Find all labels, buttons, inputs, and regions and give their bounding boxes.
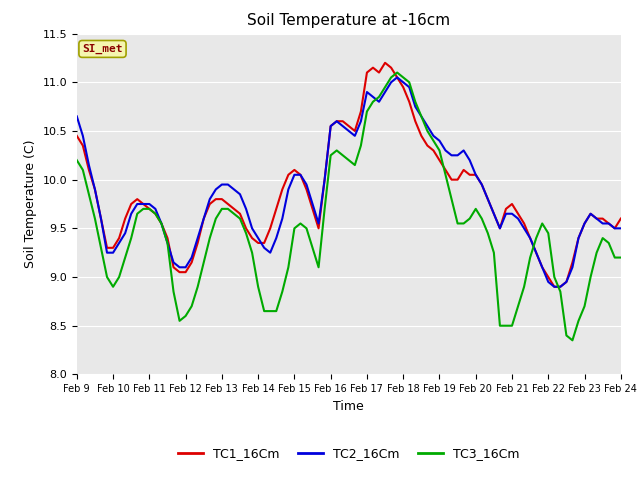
TC1_16Cm bbox=[200, 216, 207, 221]
TC2_16Cm bbox=[140, 201, 147, 207]
TC3_16Cm bbox=[212, 216, 220, 221]
TC2_16Cm bbox=[212, 187, 220, 192]
TC2_16Cm bbox=[200, 216, 207, 221]
TC3_16Cm bbox=[200, 260, 207, 265]
TC1_16Cm bbox=[73, 133, 81, 139]
TC2_16Cm bbox=[611, 226, 619, 231]
TC3_16Cm bbox=[73, 157, 81, 163]
TC1_16Cm bbox=[538, 264, 546, 270]
Title: Soil Temperature at -16cm: Soil Temperature at -16cm bbox=[247, 13, 451, 28]
TC1_16Cm bbox=[617, 216, 625, 221]
TC2_16Cm bbox=[617, 226, 625, 231]
TC1_16Cm bbox=[550, 284, 558, 289]
TC1_16Cm bbox=[140, 201, 147, 207]
TC3_16Cm bbox=[617, 255, 625, 261]
TC2_16Cm bbox=[387, 79, 395, 85]
TC3_16Cm bbox=[394, 70, 401, 75]
TC2_16Cm bbox=[394, 74, 401, 80]
TC3_16Cm bbox=[611, 255, 619, 261]
X-axis label: Time: Time bbox=[333, 400, 364, 413]
TC3_16Cm bbox=[568, 337, 576, 343]
Line: TC1_16Cm: TC1_16Cm bbox=[77, 63, 621, 287]
TC1_16Cm bbox=[394, 74, 401, 80]
TC2_16Cm bbox=[73, 113, 81, 119]
Line: TC3_16Cm: TC3_16Cm bbox=[77, 72, 621, 340]
TC3_16Cm bbox=[387, 74, 395, 80]
TC1_16Cm bbox=[212, 196, 220, 202]
Y-axis label: Soil Temperature (C): Soil Temperature (C) bbox=[24, 140, 37, 268]
TC1_16Cm bbox=[381, 60, 389, 66]
TC2_16Cm bbox=[538, 264, 546, 270]
Line: TC2_16Cm: TC2_16Cm bbox=[77, 77, 621, 287]
TC1_16Cm bbox=[611, 226, 619, 231]
TC3_16Cm bbox=[140, 206, 147, 212]
Text: SI_met: SI_met bbox=[82, 44, 123, 54]
TC3_16Cm bbox=[538, 221, 546, 227]
Legend: TC1_16Cm, TC2_16Cm, TC3_16Cm: TC1_16Cm, TC2_16Cm, TC3_16Cm bbox=[173, 442, 525, 465]
TC2_16Cm bbox=[550, 284, 558, 289]
